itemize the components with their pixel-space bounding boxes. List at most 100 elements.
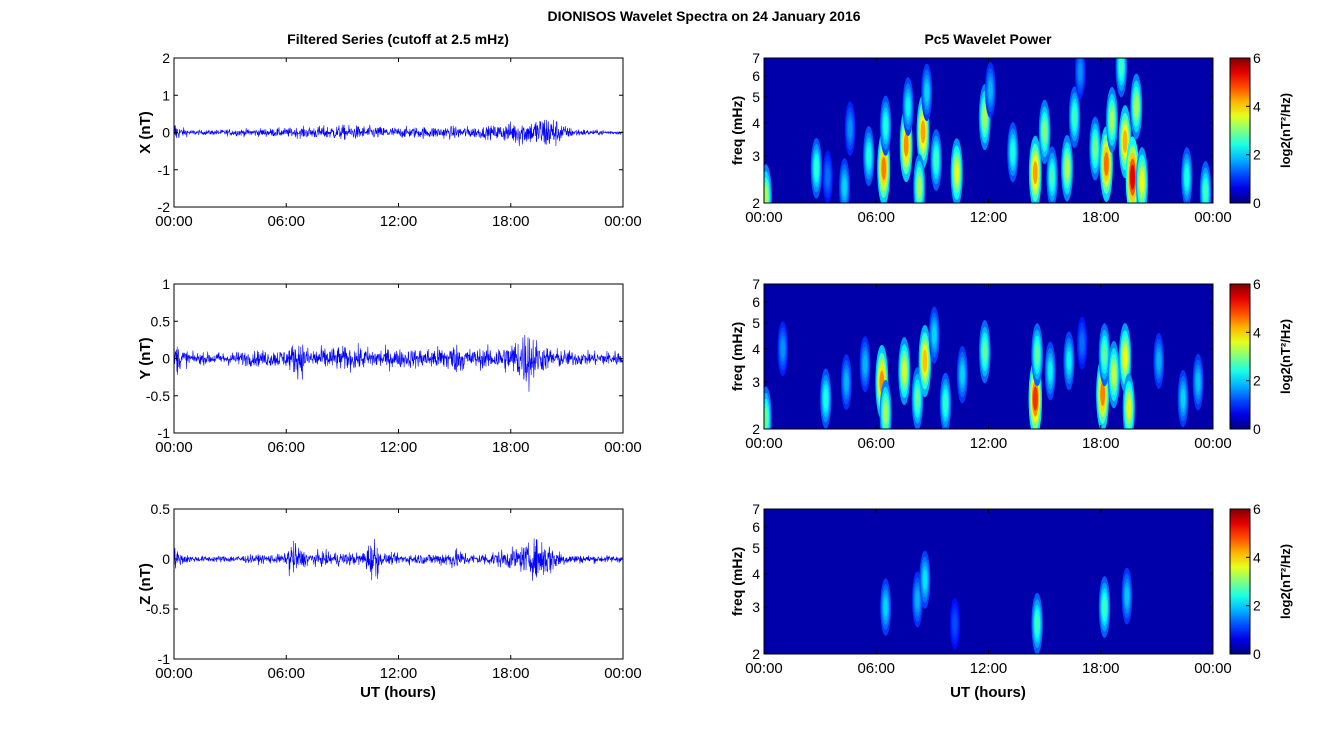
x-power-blob: [1139, 170, 1145, 193]
z-power-blob: [1034, 613, 1040, 634]
x-series-ytick-label: -2: [158, 199, 171, 215]
x-power-blob: [1203, 181, 1208, 202]
y-power-heatmap: [764, 284, 1213, 429]
x-power-colorbar: [1229, 57, 1251, 204]
x-power-ytick-label: 2: [752, 195, 760, 211]
y-power-ytick-label: 7: [752, 276, 760, 292]
x-power-colorbar-tick-label: 6: [1253, 50, 1261, 66]
x-power-blob: [1134, 96, 1139, 118]
figure-title: DIONISOS Wavelet Spectra on 24 January 2…: [547, 8, 860, 24]
x-power-blob: [866, 146, 871, 166]
x-series-xtick-label: 00:00: [604, 213, 642, 230]
y-power-blob: [1100, 382, 1106, 406]
y-power-xtick-label: 18:00: [1082, 435, 1120, 452]
right-column-title: Pc5 Wavelet Power: [924, 31, 1052, 47]
x-power-blob: [1184, 167, 1189, 188]
x-power-blob: [982, 106, 988, 128]
x-power-ytick-label: 5: [752, 89, 760, 105]
y-series-ytick-label: -0.5: [146, 388, 170, 404]
x-power-blob: [905, 96, 911, 117]
z-power-ytick-label: 4: [752, 566, 760, 582]
x-power-ytick-label: 3: [752, 148, 760, 164]
z-series-panel: -1 -0.5 0 0.5 00:00 06:00 12:00 18:00 00:00 Z (nT…: [137, 501, 642, 682]
y-series-xtick-label: 18:00: [492, 439, 530, 456]
y-series-panel: -1 -0.5 0 0.5 1 00:00 06:00 12:00 18:00 00:00 Y (n…: [137, 276, 642, 456]
right-xaxis-label: UT (hours): [950, 684, 1026, 701]
x-power-blob: [881, 156, 887, 180]
x-power-colorbar-tick-label: 4: [1253, 98, 1261, 114]
z-power-ylabel: freq (mHz): [729, 547, 745, 616]
z-power-blob: [952, 614, 957, 633]
z-series-xtick-label: 00:00: [155, 665, 193, 682]
x-series-xtick-label: 12:00: [380, 213, 418, 230]
z-power-colorbar: [1229, 508, 1251, 655]
z-power-blob: [922, 570, 928, 590]
y-power-blob: [1195, 372, 1201, 392]
x-series-ytick-label: -1: [158, 162, 171, 178]
x-series-xtick-label: 06:00: [267, 213, 305, 230]
x-power-blob: [883, 115, 888, 136]
x-power-blob: [1064, 157, 1070, 179]
z-power-xtick-label: 12:00: [970, 660, 1008, 677]
y-series-ytick-label: 0.5: [151, 313, 171, 329]
z-power-ytick-label: 6: [752, 519, 760, 535]
y-series-xtick-label: 12:00: [380, 439, 418, 456]
x-power-heatmap: [764, 58, 1213, 203]
x-power-blob: [1109, 109, 1115, 131]
z-power-blob: [915, 590, 920, 609]
x-power-ylabel: freq (mHz): [729, 96, 745, 165]
z-series-xtick-label: 12:00: [380, 665, 418, 682]
y-power-colorbar-tick-label: 2: [1253, 373, 1261, 389]
y-power-colorbar-label: log2(nT²/Hz): [1278, 319, 1293, 394]
y-power-blob: [982, 341, 987, 362]
x-power-xtick-label: 00:00: [745, 209, 783, 226]
x-series-panel: -2 -1 0 1 2 00:00 06:00 12:00 18:00 00:00 X (nT): [137, 50, 642, 230]
z-series-xtick-label: 06:00: [267, 665, 305, 682]
y-power-ytick-label: 4: [752, 341, 760, 357]
x-power-blob: [1092, 138, 1098, 159]
y-power-blob: [1102, 344, 1107, 365]
x-power-blob: [988, 80, 993, 100]
x-power-blob: [1130, 164, 1136, 190]
x-power-ytick-label: 6: [752, 68, 760, 84]
z-power-xtick-label: 00:00: [745, 660, 783, 677]
x-power-blob: [903, 133, 909, 157]
x-power-blob: [1119, 58, 1124, 77]
y-series-xtick-label: 06:00: [267, 439, 305, 456]
z-power-blob: [1102, 597, 1107, 618]
y-power-ytick-label: 6: [752, 294, 760, 310]
z-series-ytick-label: 0.5: [151, 501, 171, 517]
y-power-blob: [1111, 363, 1117, 386]
y-power-ylabel: freq (mHz): [729, 322, 745, 391]
y-power-colorbar: [1229, 283, 1251, 430]
y-power-xtick-label: 06:00: [857, 435, 895, 452]
z-series-xtick-label: 00:00: [604, 665, 642, 682]
x-power-colorbar-tick-label: 2: [1253, 147, 1261, 163]
y-power-panel: 2 3 4 5 6 7 00:00 06:00 12:00 18:00 00:00 freq (mHz…: [729, 276, 1293, 452]
x-power-ytick-label: 4: [752, 115, 760, 131]
x-power-blob: [1042, 121, 1047, 143]
y-power-blob: [1122, 346, 1128, 369]
x-power-xtick-label: 12:00: [970, 209, 1008, 226]
y-power-blob: [1079, 334, 1085, 353]
x-power-ytick-label: 7: [752, 50, 760, 66]
y-series-xtick-label: 00:00: [155, 439, 193, 456]
z-power-blob: [1124, 586, 1130, 606]
left-column-title: Filtered Series (cutoff at 2.5 mHz): [287, 31, 509, 47]
x-power-blob: [1078, 62, 1083, 82]
z-power-background: [764, 509, 1213, 654]
y-series-ylabel: Y (nT): [137, 337, 154, 379]
z-series-ytick-label: 0: [162, 551, 170, 567]
z-series-line: [173, 538, 624, 581]
y-power-blob: [960, 365, 965, 385]
y-power-blob: [862, 354, 868, 374]
z-power-panel: 2 3 4 5 6 7 00:00 06:00 12:00 18:00 00:00 freq (mHz…: [729, 501, 1293, 677]
y-power-blob: [943, 393, 948, 414]
y-power-ytick-label: 5: [752, 315, 760, 331]
y-series-line: [173, 335, 624, 392]
y-power-blob: [1048, 361, 1053, 381]
x-power-xtick-label: 18:00: [1082, 209, 1120, 226]
x-power-colorbar-tick-label: 0: [1253, 195, 1261, 211]
x-power-blob: [814, 158, 819, 179]
y-power-xtick-label: 00:00: [745, 435, 783, 452]
